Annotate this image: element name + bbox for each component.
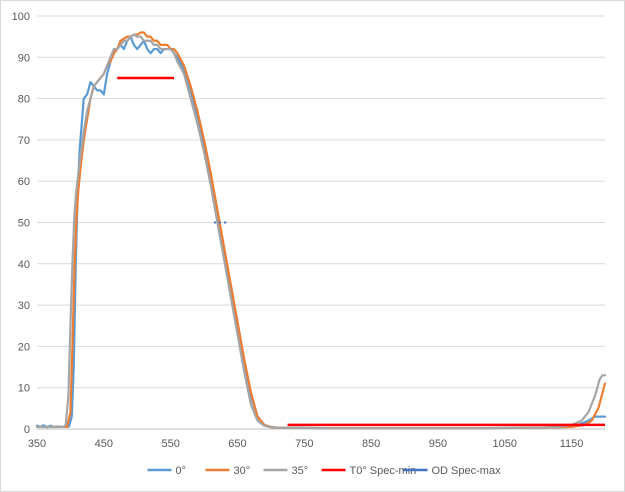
legend-label: 30° — [234, 465, 251, 477]
legend-label: 35° — [292, 465, 309, 477]
x-tick-label: 950 — [429, 438, 447, 450]
y-tick-label: 50 — [18, 218, 30, 230]
axis-tick-labels: 0 10 20 30 40 50 60 70 80 90 100 350 450 550 650 750 850… — [12, 11, 584, 450]
series-0-line — [35, 35, 607, 430]
y-tick-label: 20 — [18, 341, 30, 353]
x-tick-label: 850 — [362, 438, 380, 450]
series-1-line — [35, 31, 607, 430]
y-tick-label: 60 — [18, 176, 30, 188]
series-2-line — [35, 33, 607, 430]
x-tick-label: 450 — [95, 438, 113, 450]
y-tick-label: 80 — [18, 94, 30, 106]
y-tick-label: 0 — [24, 424, 30, 436]
x-tick-label: 750 — [295, 438, 313, 450]
y-tick-label: 100 — [12, 11, 30, 23]
y-tick-label: 70 — [18, 135, 30, 147]
x-tick-label: 650 — [228, 438, 246, 450]
x-tick-label: 1050 — [493, 438, 517, 450]
x-tick-label: 1150 — [560, 438, 584, 450]
x-tick-label: 550 — [161, 438, 179, 450]
y-tick-label: 30 — [18, 300, 30, 312]
legend-label: 0° — [176, 465, 187, 477]
legend-label: OD Spec-max — [432, 465, 502, 477]
y-tick-label: 40 — [18, 259, 30, 271]
series-layer — [35, 31, 607, 430]
x-tick-label: 350 — [28, 438, 46, 450]
legend-label: T0° Spec-min — [350, 465, 417, 477]
y-tick-label: 90 — [18, 52, 30, 64]
y-tick-label: 10 — [18, 383, 30, 395]
legend: 0° 30° 35° T0° Spec-min OD Spec-max — [147, 465, 502, 477]
